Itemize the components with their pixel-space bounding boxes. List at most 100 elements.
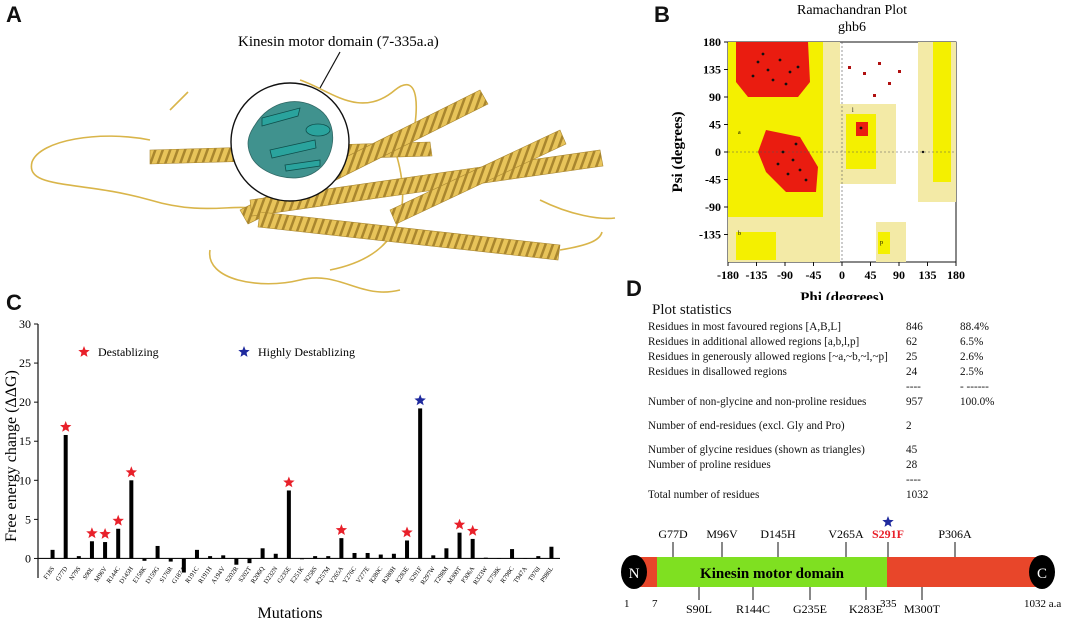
chart-ytick-label: 10 — [19, 473, 31, 487]
mutation-label-S291F: S291F — [872, 527, 904, 541]
ramachandran-title: Ramachandran Plot — [797, 3, 907, 18]
bar-E251K — [300, 558, 304, 560]
bar-A194V — [221, 555, 226, 559]
n-terminus-cap — [621, 555, 647, 589]
s291f-star-icon — [882, 516, 894, 527]
ram-ytick-label: 135 — [703, 63, 721, 77]
ram-xtick-label: 90 — [893, 268, 905, 282]
bar-label-G77D: G77D — [54, 565, 69, 582]
bar-F18S — [50, 549, 55, 559]
ram-xtick-label: -180 — [717, 268, 739, 282]
ram-ytick-label: 45 — [709, 118, 721, 132]
ram-ytick-label: -90 — [705, 200, 721, 214]
panel-letter-d: D — [626, 276, 642, 301]
chart-ytick-label: 20 — [19, 395, 31, 409]
legend-destabilizing-label: Destablizing — [98, 345, 159, 359]
plot-statistics-title: Plot statistics — [652, 302, 732, 318]
ramachandran-subtitle: ghb6 — [838, 20, 866, 35]
destabilizing-star-icon — [99, 528, 111, 539]
bar-label-N79S: N79S — [68, 565, 82, 581]
chart-ytick-label: 0 — [25, 551, 31, 565]
chart-ytick-label: 25 — [19, 356, 31, 370]
ramachandran-xlabel: Phi (degrees) — [800, 290, 883, 300]
destabilizing-star-icon — [467, 524, 479, 536]
bar-G187A — [181, 558, 186, 573]
panel-letter-b: B — [654, 2, 670, 27]
ram-xtick-label: 0 — [839, 268, 845, 282]
bar-T976I — [536, 556, 541, 559]
panel-letter-a: A — [6, 2, 22, 27]
bar-label-K283E: K283E — [394, 566, 410, 585]
chart-ylabel: Free energy change (ΔΔG) — [3, 370, 20, 542]
bar-P986L — [549, 546, 554, 559]
ram-xtick-label: -90 — [777, 268, 793, 282]
bar-N258S — [313, 556, 318, 559]
bar-S90L — [89, 541, 94, 559]
bar-R191H — [208, 556, 213, 559]
chart-ytick-label: 15 — [19, 434, 31, 448]
destabilizing-star-icon — [283, 476, 295, 488]
bar-M300T — [457, 532, 462, 559]
bar-E158K — [142, 558, 147, 561]
bar-D159G — [155, 545, 160, 559]
bar-R191C — [194, 549, 199, 559]
bar-label-T947A: T947A — [513, 565, 529, 584]
bar-R280H — [391, 553, 396, 559]
bar-V265A — [339, 538, 344, 559]
ram-xtick-label: 135 — [919, 268, 937, 282]
bar-S202R — [234, 558, 239, 565]
bar-label-R323W: R323W — [472, 565, 490, 586]
bar-M96V — [103, 542, 108, 559]
destabilizing-star-icon — [112, 514, 124, 526]
bar-R798C — [510, 549, 515, 559]
bar-R297W — [431, 555, 436, 559]
bar-P306A — [470, 538, 475, 559]
bar-R206Q — [260, 548, 265, 559]
bar-S291F — [418, 408, 423, 559]
region-label-p: p — [880, 240, 883, 246]
protein-structure-illustration: Kinesin motor domain (7-335a.a) — [30, 34, 616, 293]
domain-map: N C Kinesin motor domain 1 7 335 1032 a.… — [621, 516, 1061, 616]
bar-R280C — [378, 554, 383, 559]
mutation-label-M300T: M300T — [904, 602, 941, 616]
destabilizing-star-icon — [60, 421, 72, 432]
ram-xtick-label: 180 — [947, 268, 965, 282]
destabilizing-star-icon — [86, 527, 98, 539]
destabilizing-star-icon — [335, 524, 348, 535]
ram-ytick-label: 0 — [715, 145, 721, 159]
ram-xtick-label: -45 — [806, 268, 822, 282]
mutation-label-R144C: R144C — [736, 602, 770, 616]
bar-label-D159G: D159G — [145, 565, 162, 585]
ram-ytick-label: -45 — [705, 173, 721, 187]
position-start: 1 — [624, 598, 630, 610]
chart-xlabel: Mutations — [258, 605, 323, 622]
bar-S202T — [247, 558, 252, 564]
bar-label-M300T: M300T — [446, 566, 463, 586]
position-end: 1032 a.a — [1024, 598, 1061, 610]
bar-Y276C — [352, 552, 357, 559]
position-domain-start: 7 — [652, 598, 658, 610]
mutation-label-V265A: V265A — [828, 527, 864, 541]
region-label-a: a — [738, 130, 741, 136]
bar-E758K — [496, 558, 501, 559]
mutation-label-D145H: D145H — [760, 527, 796, 541]
bar-T298M — [444, 548, 449, 559]
c-terminus-cap — [1029, 555, 1055, 589]
bar-label-P986L: P986L — [539, 566, 555, 584]
ramachandran-ylabel: Psi (degrees) — [670, 112, 686, 193]
chart-ytick-label: 30 — [19, 317, 31, 331]
kinesin-domain-annotation: Kinesin motor domain (7-335a.a) — [238, 34, 439, 50]
mutation-label-G235E: G235E — [793, 602, 827, 616]
mutation-label-G77D: G77D — [658, 527, 688, 541]
mutation-label-S90L: S90L — [686, 602, 712, 616]
region-label-b: b — [738, 231, 741, 237]
region-label-l: l — [852, 108, 854, 114]
kinesin-domain-bar — [657, 557, 887, 587]
bar-V277E — [365, 552, 370, 559]
destabilizing-star-icon — [401, 526, 413, 538]
position-domain-end: 335 — [880, 598, 897, 610]
ram-ytick-label: -135 — [699, 228, 721, 242]
bar-D232N — [273, 553, 278, 559]
mutation-label-P306A: P306A — [938, 527, 972, 541]
legend-highly-label: Highly Destablizing — [258, 345, 355, 359]
